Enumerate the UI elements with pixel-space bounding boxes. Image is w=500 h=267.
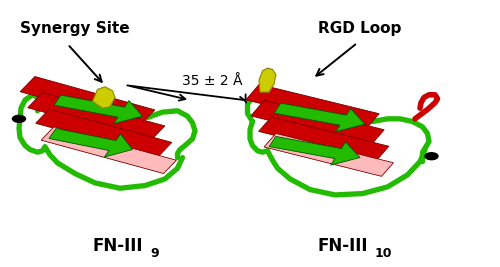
Polygon shape	[28, 92, 165, 141]
Polygon shape	[92, 87, 115, 108]
Text: FN-III: FN-III	[318, 237, 368, 255]
Circle shape	[12, 115, 26, 122]
Polygon shape	[20, 77, 155, 125]
Polygon shape	[270, 136, 360, 165]
Polygon shape	[258, 117, 389, 161]
Polygon shape	[54, 95, 142, 124]
Circle shape	[425, 153, 438, 160]
Polygon shape	[274, 103, 365, 132]
Text: 10: 10	[375, 247, 392, 260]
Polygon shape	[246, 84, 379, 129]
Text: FN-III: FN-III	[92, 237, 143, 255]
Polygon shape	[36, 109, 172, 157]
Polygon shape	[251, 100, 384, 145]
Polygon shape	[264, 134, 394, 176]
Polygon shape	[259, 68, 276, 92]
Polygon shape	[49, 128, 132, 157]
Polygon shape	[41, 127, 176, 174]
Text: RGD Loop: RGD Loop	[318, 21, 402, 36]
Text: Synergy Site: Synergy Site	[20, 21, 130, 36]
Text: 9: 9	[150, 247, 158, 260]
Text: 35 ± 2 Å: 35 ± 2 Å	[182, 74, 243, 88]
